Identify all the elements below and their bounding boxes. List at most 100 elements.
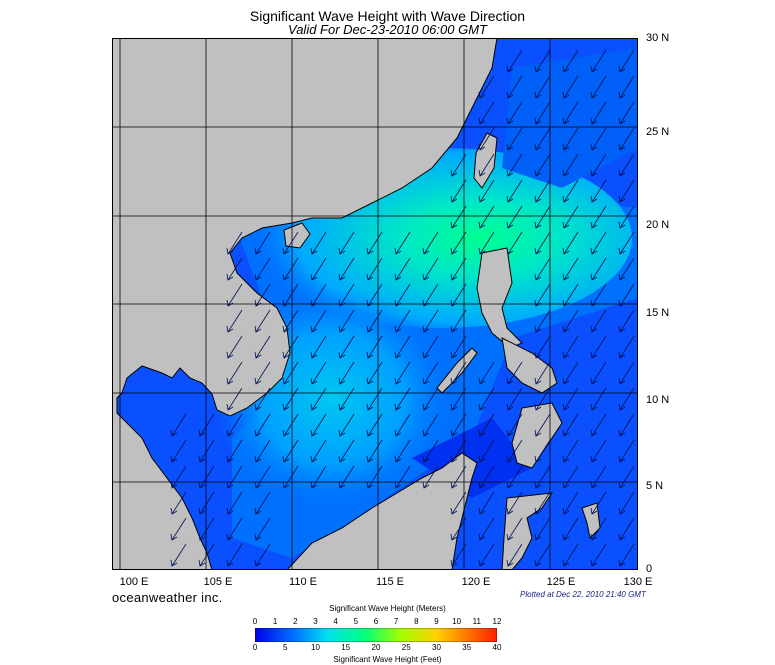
wave-arrow-head: [254, 273, 262, 281]
wave-arrow: [339, 361, 355, 385]
wave-arrow: [451, 205, 467, 229]
lon-label-115: 115 E: [376, 576, 404, 588]
wave-arrow-head: [618, 221, 626, 229]
wave-arrow-head: [254, 559, 262, 567]
wave-arrow-head: [562, 195, 570, 203]
wave-arrow: [423, 283, 439, 307]
wave-arrow-head: [562, 169, 570, 177]
wave-arrow-head: [534, 117, 542, 125]
wave-arrow: [255, 283, 271, 307]
wave-arrow: [339, 257, 355, 281]
wave-arrow-head: [534, 65, 542, 73]
colorbar-meters-tick: 7: [393, 617, 399, 626]
wave-arrow: [591, 361, 607, 385]
colorbar-meters-tick: 3: [313, 617, 318, 626]
wave-arrow: [311, 309, 327, 333]
wave-arrow: [619, 309, 635, 333]
wave-arrow: [563, 517, 579, 541]
colorbar-meters-tick: 5: [353, 617, 359, 626]
wave-arrow-head: [562, 559, 570, 567]
wave-arrow: [227, 543, 243, 567]
wave-arrow: [563, 439, 579, 463]
colorbar-feet-tick: 30: [432, 643, 441, 652]
wave-arrow-head: [618, 533, 626, 541]
wave-arrow-head: [254, 455, 262, 463]
wave-arrow-head: [618, 117, 626, 125]
wave-arrow-head: [506, 65, 514, 73]
wave-arrow: [591, 517, 607, 541]
wave-arrow-head: [618, 559, 626, 567]
wave-arrow-head: [506, 169, 514, 177]
wave-arrow-head: [338, 429, 346, 437]
wave-arrow-head: [422, 429, 430, 437]
lon-label-110: 110 E: [289, 576, 317, 588]
chart-title: Significant Wave Height with Wave Direct…: [249, 8, 526, 24]
wave-arrow-head: [310, 403, 318, 411]
wave-arrow: [591, 127, 607, 151]
wave-arrow: [563, 231, 579, 255]
colorbar-meters-tick: 10: [452, 617, 462, 626]
wave-arrow: [451, 179, 467, 203]
wave-arrow: [283, 387, 299, 411]
lat-label-30: 30 N: [646, 32, 670, 44]
colorbar-feet-tick: 20: [371, 643, 381, 652]
wave-arrow-head: [478, 91, 486, 99]
lat-label-10: 10 N: [646, 394, 670, 406]
wave-arrow: [535, 387, 551, 411]
wave-arrow-head: [254, 507, 262, 515]
wave-arrow-head: [534, 143, 542, 151]
wave-arrow-head: [590, 299, 598, 307]
wave-arrow-head: [310, 325, 318, 333]
wave-arrow-head: [478, 455, 486, 463]
wave-arrow-head: [534, 299, 542, 307]
wave-arrow-head: [590, 403, 598, 411]
wave-arrow-head: [562, 65, 570, 73]
wave-arrow-head: [282, 403, 290, 411]
wave-arrow-head: [534, 351, 542, 359]
wave-arrow: [423, 465, 439, 489]
wave-arrow: [283, 257, 299, 281]
wave-arrow-head: [506, 429, 514, 437]
wave-arrow: [591, 335, 607, 359]
wave-arrow: [535, 465, 551, 489]
wave-arrow-head: [338, 351, 346, 359]
wave-arrow: [283, 309, 299, 333]
wave-arrow: [423, 361, 439, 385]
graticule: [112, 38, 638, 570]
wave-arrow-head: [478, 377, 486, 385]
wave-arrow: [479, 127, 495, 151]
wave-arrow-head: [590, 507, 598, 515]
wave-arrow: [255, 465, 271, 489]
wave-arrow-head: [226, 247, 234, 255]
wave-arrow: [591, 283, 607, 307]
wave-arrow: [311, 439, 327, 463]
wave-arrow-head: [562, 325, 570, 333]
wave-arrow: [199, 413, 215, 437]
wave-arrow-head: [254, 533, 262, 541]
wave-arrow-head: [226, 429, 234, 437]
wave-arrow-head: [310, 299, 318, 307]
wave-arrow-head: [226, 273, 234, 281]
wave-arrow-head: [422, 325, 430, 333]
wave-arrow: [591, 309, 607, 333]
wave-arrow: [479, 387, 495, 411]
wave-arrow: [507, 491, 523, 515]
wave-arrow-head: [478, 247, 486, 255]
wave-arrow: [451, 309, 467, 333]
wave-arrow-head: [282, 377, 290, 385]
wave-arrow-head: [422, 351, 430, 359]
wave-arrow: [619, 205, 635, 229]
wave-arrow: [563, 49, 579, 73]
wave-arrow-head: [394, 429, 402, 437]
wave-arrow: [563, 335, 579, 359]
wave-arrow-head: [618, 455, 626, 463]
wave-arrow: [367, 283, 383, 307]
wave-arrow: [227, 491, 243, 515]
wave-arrow-head: [562, 533, 570, 541]
wave-arrow-head: [534, 455, 542, 463]
wave-arrow: [535, 179, 551, 203]
wave-arrow: [255, 543, 271, 567]
wave-arrow-head: [366, 455, 374, 463]
wave-arrow: [535, 205, 551, 229]
lon-label-105: 105 E: [203, 576, 233, 588]
